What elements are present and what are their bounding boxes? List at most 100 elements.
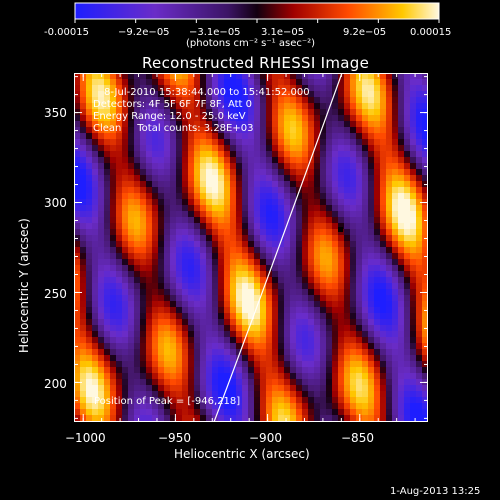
heatmap-cell xyxy=(164,361,170,367)
heatmap-cell xyxy=(416,361,422,367)
heatmap-cell xyxy=(290,229,296,235)
heatmap-cell xyxy=(152,367,158,373)
heatmap-cell xyxy=(302,217,308,223)
heatmap-cell xyxy=(212,265,218,271)
heatmap-cell xyxy=(368,349,374,355)
heatmap-cell xyxy=(356,85,362,91)
heatmap-cell xyxy=(86,97,92,103)
heatmap-cell xyxy=(146,337,152,343)
heatmap-cell xyxy=(140,205,146,211)
heatmap-cell xyxy=(278,313,284,319)
heatmap-cell xyxy=(338,97,344,103)
heatmap-cell xyxy=(386,121,392,127)
heatmap-cell xyxy=(170,205,176,211)
heatmap-cell xyxy=(350,241,356,247)
heatmap-cell xyxy=(134,343,140,349)
heatmap-cell xyxy=(188,319,194,325)
heatmap-cell xyxy=(224,235,230,241)
heatmap-cell xyxy=(152,211,158,217)
heatmap-cell xyxy=(122,247,128,253)
heatmap-cell xyxy=(194,253,200,259)
heatmap-cell xyxy=(206,187,212,193)
heatmap-cell xyxy=(242,367,248,373)
heatmap-cell xyxy=(362,169,368,175)
heatmap-cell xyxy=(110,247,116,253)
heatmap-cell xyxy=(398,73,404,79)
heatmap-cell xyxy=(206,229,212,235)
heatmap-cell xyxy=(380,397,386,403)
heatmap-cell xyxy=(98,223,104,229)
heatmap-cell xyxy=(308,133,314,139)
heatmap-cell xyxy=(308,193,314,199)
heatmap-cell xyxy=(392,127,398,133)
heatmap-cell xyxy=(362,79,368,85)
heatmap-cell xyxy=(422,265,428,271)
heatmap-cell xyxy=(326,355,332,361)
heatmap-cell xyxy=(404,187,410,193)
heatmap-cell xyxy=(206,277,212,283)
heatmap-cell xyxy=(140,169,146,175)
heatmap-cell xyxy=(296,361,302,367)
heatmap-cell xyxy=(398,343,404,349)
heatmap-cell xyxy=(140,73,146,79)
heatmap-cell xyxy=(116,301,122,307)
heatmap-cell xyxy=(272,247,278,253)
heatmap-cell xyxy=(398,361,404,367)
heatmap-cell xyxy=(224,127,230,133)
heatmap-cell xyxy=(338,289,344,295)
heatmap-cell xyxy=(416,199,422,205)
heatmap-cell xyxy=(386,241,392,247)
heatmap-cell xyxy=(422,223,428,229)
heatmap-cell xyxy=(332,409,338,415)
heatmap-cell xyxy=(260,241,266,247)
heatmap-cell xyxy=(326,115,332,121)
heatmap-cell xyxy=(224,397,230,403)
heatmap-cell xyxy=(410,211,416,217)
heatmap-cell xyxy=(188,199,194,205)
heatmap-cell xyxy=(314,97,320,103)
heatmap-cell xyxy=(122,277,128,283)
heatmap-cell xyxy=(296,373,302,379)
heatmap-cell xyxy=(104,259,110,265)
heatmap-cell xyxy=(152,151,158,157)
heatmap-cell xyxy=(152,337,158,343)
heatmap-cell xyxy=(164,145,170,151)
heatmap-cell xyxy=(386,247,392,253)
heatmap-cell xyxy=(212,355,218,361)
heatmap-cell xyxy=(140,271,146,277)
heatmap-cell xyxy=(368,151,374,157)
heatmap-cell xyxy=(302,289,308,295)
heatmap-cell xyxy=(92,325,98,331)
heatmap-cell xyxy=(272,103,278,109)
heatmap-cell xyxy=(332,253,338,259)
heatmap-cell xyxy=(218,217,224,223)
heatmap-cell xyxy=(74,295,80,301)
heatmap-cell xyxy=(398,229,404,235)
heatmap-cell xyxy=(422,277,428,283)
heatmap-cell xyxy=(314,145,320,151)
heatmap-cell xyxy=(122,109,128,115)
heatmap-cell xyxy=(356,343,362,349)
heatmap-cell xyxy=(218,313,224,319)
heatmap-cell xyxy=(80,193,86,199)
heatmap-cell xyxy=(140,259,146,265)
heatmap-cell xyxy=(278,397,284,403)
heatmap-cell xyxy=(146,163,152,169)
heatmap-cell xyxy=(284,97,290,103)
heatmap-cell xyxy=(92,79,98,85)
heatmap-cell xyxy=(230,109,236,115)
heatmap-cell xyxy=(116,91,122,97)
heatmap-cell xyxy=(152,259,158,265)
heatmap-cell xyxy=(116,397,122,403)
heatmap-cell xyxy=(122,253,128,259)
heatmap-cell xyxy=(104,79,110,85)
heatmap-cell xyxy=(152,175,158,181)
heatmap-cell xyxy=(392,265,398,271)
heatmap-cell xyxy=(212,301,218,307)
heatmap-cell xyxy=(392,247,398,253)
heatmap-cell xyxy=(194,361,200,367)
heatmap-cell xyxy=(410,343,416,349)
heatmap-cell xyxy=(164,241,170,247)
heatmap-cell xyxy=(398,241,404,247)
heatmap-cell xyxy=(404,145,410,151)
